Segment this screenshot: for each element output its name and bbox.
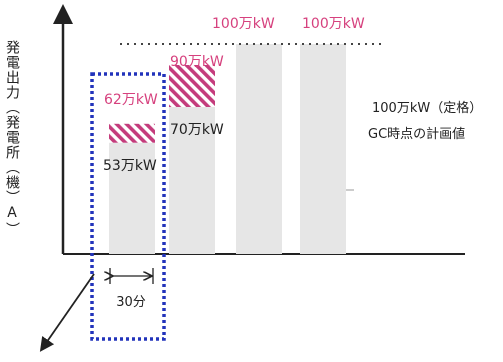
bar-3 xyxy=(236,44,282,254)
increment-2 xyxy=(169,65,215,107)
data-label-bar1-top: 62万kW xyxy=(104,92,158,108)
data-label-bar2-base: 70万kW xyxy=(170,122,224,138)
bar-2 xyxy=(169,107,215,254)
data-label-bar1-base: 53万kW xyxy=(103,158,157,174)
reference-annotation-line-2: GC時点の計画値 xyxy=(368,126,465,142)
increment-1 xyxy=(109,123,155,143)
bars-layer: 62万kW 53万kW 90万kW 70万kW 100万kW 100万kW xyxy=(103,16,365,254)
bar-1 xyxy=(109,142,155,254)
duration-label: 30分 xyxy=(116,295,146,310)
data-label-bar2-top: 90万kW xyxy=(170,54,224,70)
highlight-box xyxy=(90,72,166,341)
reference-annotation-line-1: 100万kW（定格） xyxy=(372,100,482,116)
data-label-bar4-top: 100万kW xyxy=(302,16,365,32)
data-label-bar3-top: 100万kW xyxy=(212,16,275,32)
callout-arrow xyxy=(39,273,95,352)
y-axis-label: 発電出力（発電所（機）A） xyxy=(4,40,20,237)
bar-4 xyxy=(300,44,346,254)
